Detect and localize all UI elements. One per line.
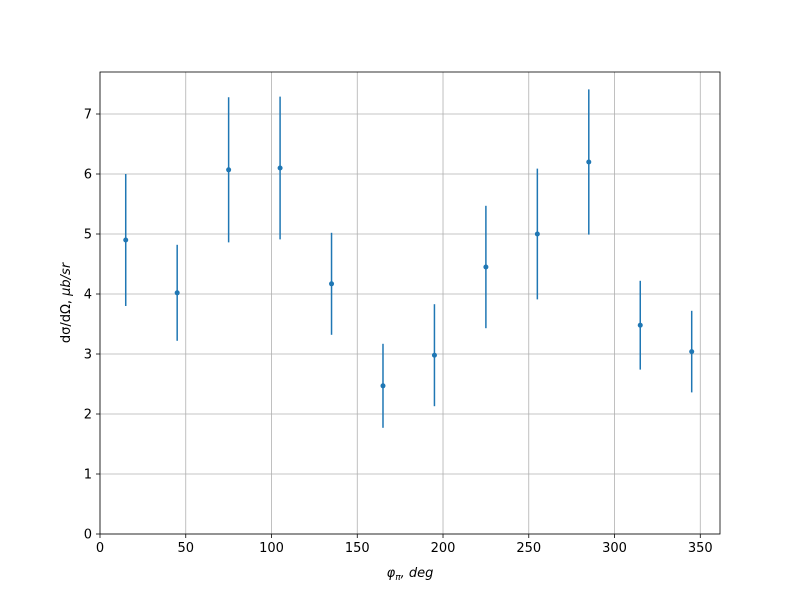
x-tick-label: 250 [516, 541, 541, 556]
x-label-unit: , deg [401, 566, 434, 581]
data-point [431, 352, 437, 358]
x-label-subscript: π [395, 573, 401, 583]
y-tick-label: 0 [84, 528, 92, 543]
data-point [329, 281, 335, 287]
y-tick-label: 7 [84, 108, 92, 123]
y-tick-label: 3 [84, 348, 92, 363]
y-label-quantity: dσ/dΩ, [59, 296, 74, 343]
y-tick-label: 2 [84, 408, 92, 423]
data-point [380, 383, 386, 389]
y-tick-label: 4 [84, 288, 92, 303]
x-tick-label: 150 [345, 541, 370, 556]
x-tick-label: 200 [431, 541, 456, 556]
x-tick-label: 350 [688, 541, 713, 556]
data-point [174, 290, 180, 296]
data-point [123, 237, 129, 243]
y-axis-label: dσ/dΩ, μb/sr [59, 261, 74, 343]
data-point [586, 159, 592, 165]
data-point [277, 165, 283, 171]
x-label-symbol: φ [387, 566, 396, 581]
data-point [226, 167, 232, 173]
data-point [483, 264, 489, 270]
x-tick-label: 0 [96, 541, 104, 556]
y-tick-label: 1 [84, 468, 92, 483]
data-point [637, 322, 643, 328]
y-tick-label: 6 [84, 168, 92, 183]
data-point [689, 349, 695, 355]
data-point [534, 231, 540, 237]
x-axis-label: φπ, deg [387, 566, 434, 583]
x-tick-label: 50 [177, 541, 194, 556]
y-tick-label: 5 [84, 228, 92, 243]
plot-frame [99, 71, 721, 535]
x-tick-label: 300 [602, 541, 627, 556]
y-label-unit: μb/sr [59, 261, 74, 297]
x-tick-label: 100 [259, 541, 284, 556]
